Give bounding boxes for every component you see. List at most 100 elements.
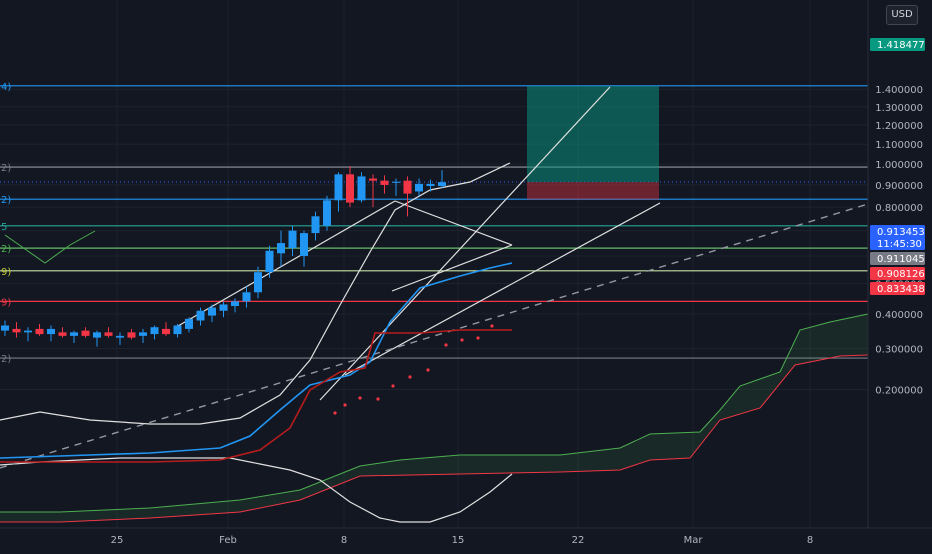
candle-body xyxy=(70,332,78,336)
time-tick-label: Feb xyxy=(219,535,237,546)
left-level-label: 2) xyxy=(1,195,11,206)
parabolic-sar-dot xyxy=(391,384,395,388)
candle[interactable] xyxy=(357,172,366,203)
candle[interactable] xyxy=(58,327,67,338)
candle[interactable] xyxy=(185,317,193,333)
candle[interactable] xyxy=(104,327,113,338)
trendline-drawings[interactable] xyxy=(0,86,869,469)
price-tick-label: 1.100000 xyxy=(875,140,923,151)
candle[interactable] xyxy=(311,211,320,241)
candle-body xyxy=(196,310,205,321)
candle[interactable] xyxy=(47,325,55,342)
fast-moving-average xyxy=(0,262,513,459)
triangle-upper-line[interactable] xyxy=(394,200,513,246)
candle[interactable] xyxy=(323,195,331,231)
candle[interactable] xyxy=(208,304,216,323)
candle[interactable] xyxy=(300,230,308,267)
parabolic-sar-dot xyxy=(343,403,347,407)
candle[interactable] xyxy=(196,307,205,326)
candle[interactable] xyxy=(162,322,170,336)
ichimoku-cloud xyxy=(0,230,869,523)
candle[interactable] xyxy=(139,328,147,344)
candle[interactable] xyxy=(219,301,228,318)
cloud-span-b xyxy=(0,354,869,523)
time-tick-label: 25 xyxy=(111,535,124,546)
candle[interactable] xyxy=(70,330,78,344)
position-loss-zone[interactable] xyxy=(527,182,659,200)
left-level-label: 4) xyxy=(1,82,11,93)
position-profit-zone[interactable] xyxy=(527,86,659,183)
price-badge-label: 0.833438 xyxy=(877,284,925,295)
price-badge: 11:45:30 xyxy=(870,237,925,250)
candle-body xyxy=(346,174,354,203)
time-tick-label: 22 xyxy=(572,535,585,546)
candle[interactable] xyxy=(426,179,435,192)
candle[interactable] xyxy=(24,327,32,342)
candle[interactable] xyxy=(334,172,343,212)
price-badge-label: 1.418477 xyxy=(877,40,925,51)
candle[interactable] xyxy=(242,286,251,308)
candle[interactable] xyxy=(346,166,354,208)
candle-body xyxy=(58,332,67,336)
candle[interactable] xyxy=(403,176,412,217)
candle[interactable] xyxy=(127,328,136,340)
candle[interactable] xyxy=(380,175,389,194)
parabolic-sar-dot xyxy=(376,397,380,401)
candle[interactable] xyxy=(35,323,44,336)
candle[interactable] xyxy=(265,245,274,278)
price-badge-label: 11:45:30 xyxy=(877,239,922,250)
candle-body xyxy=(323,200,331,226)
candle-body xyxy=(104,332,113,336)
candle[interactable] xyxy=(150,325,159,340)
dashed-trendline[interactable] xyxy=(0,203,869,469)
candle[interactable] xyxy=(415,178,423,196)
candle[interactable] xyxy=(93,330,101,347)
candle-body xyxy=(415,183,423,192)
candle[interactable] xyxy=(116,332,124,345)
candle-body xyxy=(265,250,274,273)
candle-body xyxy=(127,332,136,338)
candle[interactable] xyxy=(254,266,262,299)
candle-body xyxy=(12,328,21,333)
price-badge: 0.908126 xyxy=(870,267,925,280)
candle-body xyxy=(173,325,182,335)
candle-body xyxy=(369,178,377,181)
candle-body xyxy=(334,174,343,201)
price-tick-label: 0.200000 xyxy=(875,386,923,397)
parabolic-sar-dot xyxy=(408,375,412,379)
time-tick-label: Mar xyxy=(684,535,704,546)
left-level-label: 9) xyxy=(1,297,11,308)
candle[interactable] xyxy=(231,298,239,313)
candle[interactable] xyxy=(438,170,446,189)
channel-middle-line[interactable] xyxy=(319,86,611,401)
slow-moving-average xyxy=(0,329,512,463)
candle-body xyxy=(150,327,159,335)
candle[interactable] xyxy=(12,322,21,338)
channel-lower-line[interactable] xyxy=(344,202,661,376)
candle-body xyxy=(231,301,239,307)
triangle-lower-line[interactable] xyxy=(391,244,513,292)
candle[interactable] xyxy=(1,320,9,336)
candle[interactable] xyxy=(81,327,90,338)
candle[interactable] xyxy=(277,230,285,267)
parabolic-sar-dot xyxy=(426,368,430,372)
candle-body xyxy=(403,180,412,194)
time-axis[interactable]: 25 Feb 8 15 22 Mar 8 xyxy=(0,527,932,550)
channel-upper-line[interactable] xyxy=(177,200,396,327)
parabolic-sar-dot xyxy=(460,338,464,342)
candle[interactable] xyxy=(369,174,377,208)
candles[interactable] xyxy=(1,166,446,347)
price-tick-label: 1.300000 xyxy=(875,103,923,114)
candle[interactable] xyxy=(288,225,297,256)
long-position-tool[interactable] xyxy=(527,86,659,200)
candle[interactable] xyxy=(392,178,400,196)
candle-body xyxy=(116,335,124,338)
horizontal-levels[interactable] xyxy=(0,85,868,359)
candle-body xyxy=(300,233,308,256)
currency-button[interactable]: USD xyxy=(886,5,918,25)
price-tick-label: 0.400000 xyxy=(875,310,923,321)
candle[interactable] xyxy=(173,323,182,338)
left-level-label: 5 xyxy=(1,222,7,233)
